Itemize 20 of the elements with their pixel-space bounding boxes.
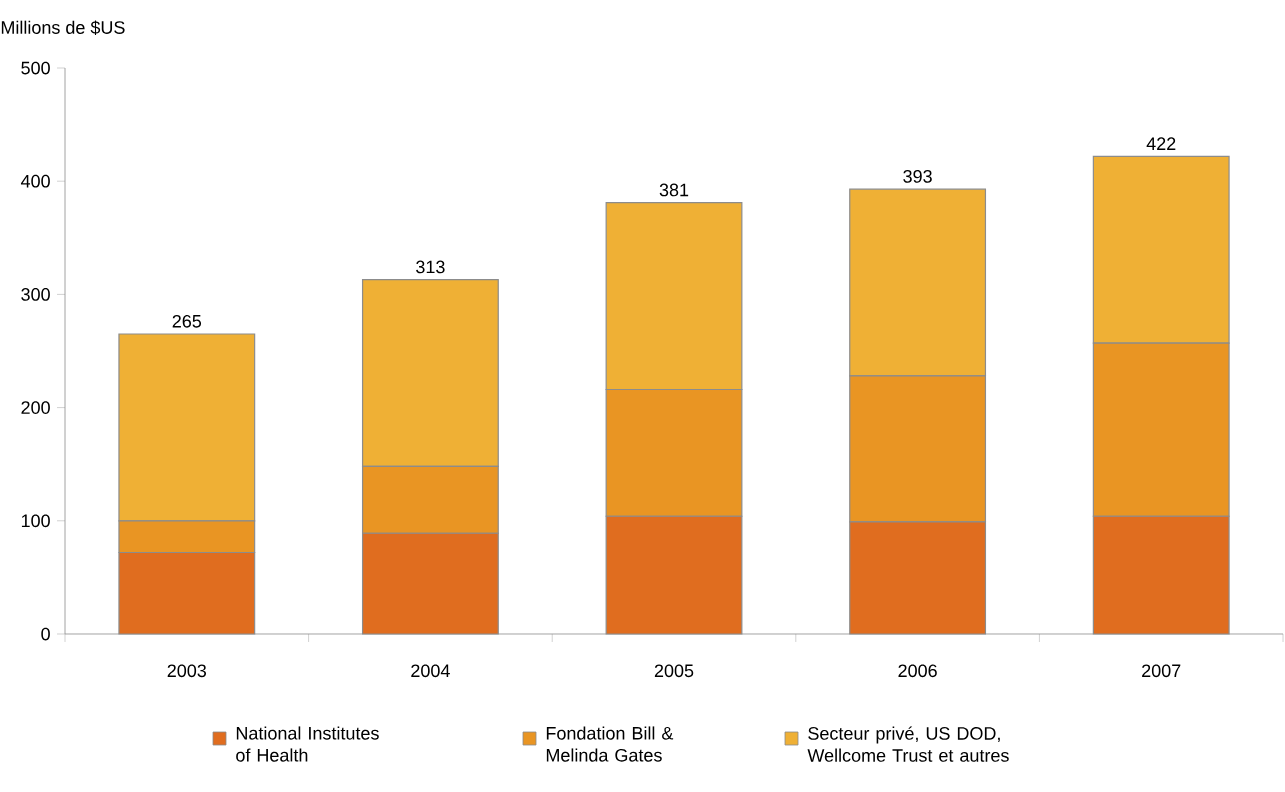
x-tick-label: 2004 bbox=[411, 664, 450, 678]
legend-label: Secteur privé, US DOD, Wellcome Trust et autres bbox=[807, 726, 1009, 762]
x-tick-label: 2006 bbox=[898, 664, 937, 678]
y-tick-label: 300 bbox=[21, 288, 50, 301]
total-label: 381 bbox=[659, 183, 689, 197]
y-tick-label: 400 bbox=[20, 174, 50, 188]
total-label: 422 bbox=[1146, 137, 1176, 150]
y-tick-label: 0 bbox=[41, 627, 50, 641]
x-tick-label: 2005 bbox=[654, 664, 694, 678]
y-tick-label: 100 bbox=[21, 514, 50, 528]
total-label: 265 bbox=[172, 314, 202, 328]
x-tick-label: 2003 bbox=[167, 664, 207, 678]
legend-label: Fondation Bill & Melinda Gates bbox=[546, 726, 674, 762]
y-tick-label: 500 bbox=[21, 61, 50, 75]
total-label: 393 bbox=[903, 169, 932, 183]
total-label: 313 bbox=[416, 260, 445, 274]
y-tick-label: 200 bbox=[21, 401, 50, 414]
y-axis-title: Millions de $US bbox=[1, 20, 125, 35]
x-tick-label: 2007 bbox=[1142, 664, 1181, 678]
legend-label: National Institutes of Health bbox=[236, 726, 379, 762]
